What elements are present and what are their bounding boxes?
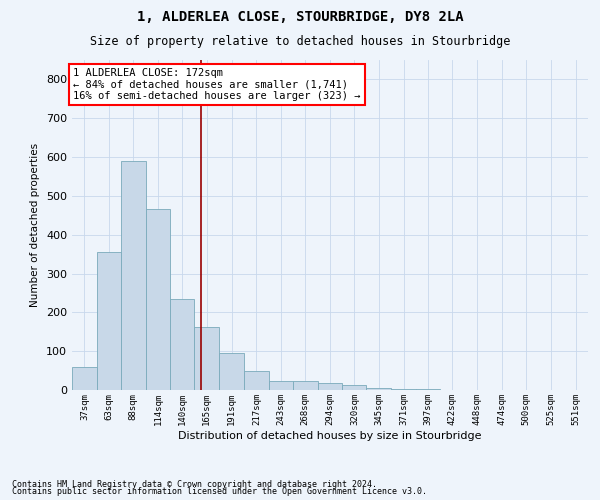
Bar (391, 389, 416, 390)
Bar (219, 353, 244, 390)
Text: Contains public sector information licensed under the Open Government Licence v3: Contains public sector information licen… (12, 487, 427, 496)
Bar (317, 384, 343, 390)
Bar (72, 366, 97, 390)
Bar (194, 327, 219, 390)
Y-axis label: Number of detached properties: Number of detached properties (31, 143, 40, 307)
Text: Contains HM Land Registry data © Crown copyright and database right 2024.: Contains HM Land Registry data © Crown c… (12, 480, 377, 489)
Text: 1 ALDERLEA CLOSE: 172sqm
← 84% of detached houses are smaller (1,741)
16% of sem: 1 ALDERLEA CLOSE: 172sqm ← 84% of detach… (73, 68, 361, 101)
Text: 1, ALDERLEA CLOSE, STOURBRIDGE, DY8 2LA: 1, ALDERLEA CLOSE, STOURBRIDGE, DY8 2LA (137, 10, 463, 24)
Bar (170, 299, 194, 390)
Bar (269, 382, 293, 390)
Bar (293, 382, 317, 390)
Bar (121, 161, 146, 390)
Bar (146, 210, 170, 390)
Text: Size of property relative to detached houses in Stourbridge: Size of property relative to detached ho… (90, 35, 510, 48)
Bar (416, 389, 440, 390)
X-axis label: Distribution of detached houses by size in Stourbridge: Distribution of detached houses by size … (178, 430, 482, 440)
Bar (97, 252, 121, 390)
Bar (343, 384, 367, 390)
Bar (367, 388, 391, 390)
Bar (244, 372, 269, 390)
